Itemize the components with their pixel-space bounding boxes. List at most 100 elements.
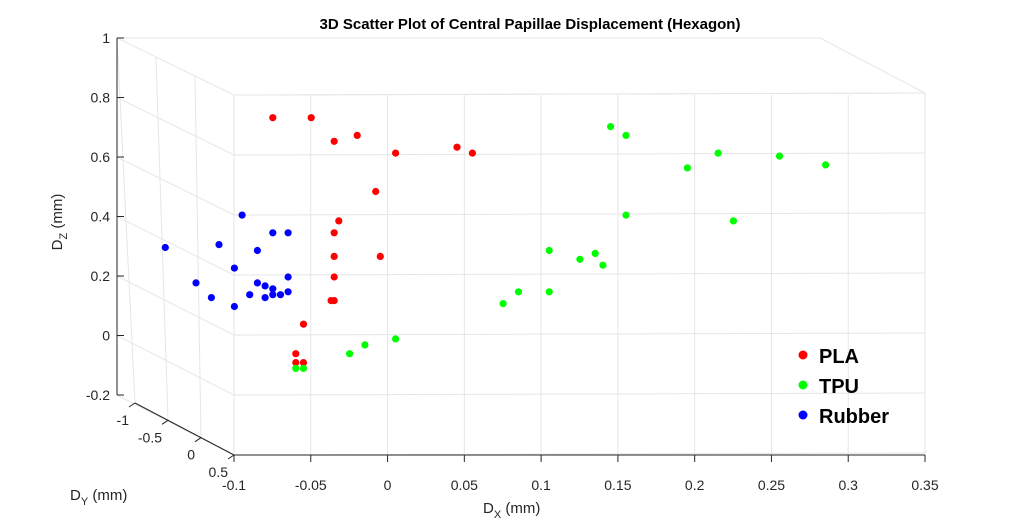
x-tick-label: -0.1 bbox=[222, 477, 246, 493]
z-tick-label: 0.8 bbox=[91, 90, 111, 106]
data-point-tpu bbox=[599, 261, 607, 269]
data-point-rubber bbox=[215, 241, 223, 249]
legend: PLA TPU Rubber bbox=[798, 346, 889, 428]
data-point-rubber bbox=[284, 273, 292, 281]
data-point-pla bbox=[330, 252, 338, 260]
y-axis-label-sub: Y bbox=[81, 496, 89, 508]
y-tick-mark bbox=[128, 402, 136, 408]
data-point-pla bbox=[269, 114, 277, 122]
data-point-tpu bbox=[499, 300, 507, 308]
grid-top-right-edge bbox=[819, 37, 926, 94]
data-point-pla bbox=[292, 350, 300, 358]
data-point-rubber bbox=[269, 291, 277, 299]
z-tick-label: 0.2 bbox=[91, 268, 111, 284]
data-point-tpu bbox=[576, 255, 584, 263]
data-point-tpu bbox=[299, 364, 308, 372]
data-point-rubber bbox=[284, 229, 292, 237]
data-point-rubber bbox=[246, 291, 254, 299]
z-axis-label-sub: Z bbox=[58, 233, 70, 240]
data-point-rubber bbox=[238, 211, 246, 219]
z-tick-label: -0.2 bbox=[86, 387, 110, 403]
data-point-rubber bbox=[253, 279, 261, 287]
legend-marker bbox=[798, 410, 808, 420]
grid-layer bbox=[116, 37, 926, 456]
y-tick-label: 0 bbox=[187, 447, 195, 463]
data-point-rubber bbox=[269, 229, 277, 237]
x-tick-label: 0.05 bbox=[451, 477, 478, 493]
chart-title: 3D Scatter Plot of Central Papillae Disp… bbox=[320, 16, 741, 33]
data-point-pla bbox=[335, 217, 343, 225]
x-tick-label: 0 bbox=[384, 477, 392, 493]
data-point-rubber bbox=[284, 288, 292, 296]
data-point-pla bbox=[376, 252, 384, 260]
axes-layer: -0.1 -0.05 0 0.05 0.1 0.15 0.2 0.25 0.3 0.35 -0.2 0… bbox=[86, 30, 939, 493]
data-point-pla bbox=[330, 137, 338, 145]
grid-line-z-side bbox=[116, 335, 235, 396]
data-point-pla bbox=[453, 143, 461, 151]
data-point-rubber bbox=[207, 294, 215, 302]
data-point-rubber bbox=[230, 264, 238, 272]
data-point-tpu bbox=[545, 246, 553, 255]
data-point-pla bbox=[468, 149, 476, 157]
data-point-tpu bbox=[591, 249, 599, 257]
data-point-rubber bbox=[261, 294, 269, 302]
grid-line-z bbox=[233, 152, 926, 156]
data-point-tpu bbox=[622, 131, 630, 139]
data-point-pla bbox=[330, 229, 338, 237]
data-point-tpu bbox=[292, 364, 300, 372]
data-point-rubber bbox=[276, 291, 285, 299]
y-tick-mark bbox=[161, 419, 169, 425]
x-axis-label-main: D bbox=[483, 500, 494, 517]
grid-line-z bbox=[233, 272, 926, 276]
x-tick-label: 0.25 bbox=[758, 477, 785, 493]
legend-marker bbox=[798, 380, 808, 390]
data-point-pla bbox=[299, 320, 308, 328]
grid-line-z-side bbox=[116, 97, 235, 156]
data-point-pla bbox=[353, 131, 361, 139]
x-tick-label: -0.05 bbox=[295, 477, 327, 493]
data-point-tpu bbox=[607, 123, 615, 131]
data-point-rubber bbox=[261, 282, 269, 290]
grid-line-z-side bbox=[116, 156, 235, 216]
data-point-tpu bbox=[545, 288, 553, 296]
data-point-rubber bbox=[230, 302, 238, 311]
data-point-tpu bbox=[622, 211, 630, 219]
data-point-tpu bbox=[683, 164, 692, 172]
data-point-pla bbox=[372, 187, 380, 196]
data-point-tpu bbox=[775, 152, 784, 160]
grid-line-y bbox=[155, 56, 169, 421]
grid-line-y bbox=[116, 37, 136, 404]
grid-line-y bbox=[194, 75, 202, 438]
x-tick-label: 0.15 bbox=[604, 477, 631, 493]
data-point-pla bbox=[330, 273, 338, 281]
z-tick-label: 0.6 bbox=[91, 149, 111, 165]
x-axis-label-sub: X bbox=[494, 509, 502, 521]
legend-label: PLA bbox=[819, 346, 859, 368]
data-point-rubber bbox=[253, 246, 261, 255]
z-axis-label-main: D bbox=[49, 239, 66, 250]
grid-line-z bbox=[233, 332, 926, 336]
data-point-tpu bbox=[392, 335, 400, 343]
grid-front-top-edge bbox=[233, 92, 926, 96]
data-point-tpu bbox=[714, 149, 722, 157]
x-tick-label: 0.2 bbox=[685, 477, 705, 493]
x-axis-label: DX (mm) bbox=[483, 500, 540, 521]
points-layer bbox=[161, 114, 830, 372]
y-axis-label: DY (mm) bbox=[70, 487, 127, 508]
y-axis-label-main: D bbox=[70, 487, 81, 504]
grid-line-z-side bbox=[116, 37, 235, 96]
z-tick-label: 1 bbox=[102, 30, 110, 46]
grid-line-z-side bbox=[116, 216, 235, 276]
data-point-pla bbox=[392, 149, 400, 157]
grid-line-z bbox=[233, 392, 926, 396]
y-axis-label-unit: (mm) bbox=[88, 487, 127, 504]
data-point-rubber bbox=[192, 279, 200, 287]
legend-label: Rubber bbox=[819, 406, 889, 428]
x-tick-label: 0.3 bbox=[838, 477, 858, 493]
grid-line-z-side bbox=[116, 275, 235, 336]
legend-label: TPU bbox=[819, 376, 859, 398]
z-axis-label-unit: (mm) bbox=[49, 194, 66, 233]
data-point-pla bbox=[299, 359, 308, 367]
